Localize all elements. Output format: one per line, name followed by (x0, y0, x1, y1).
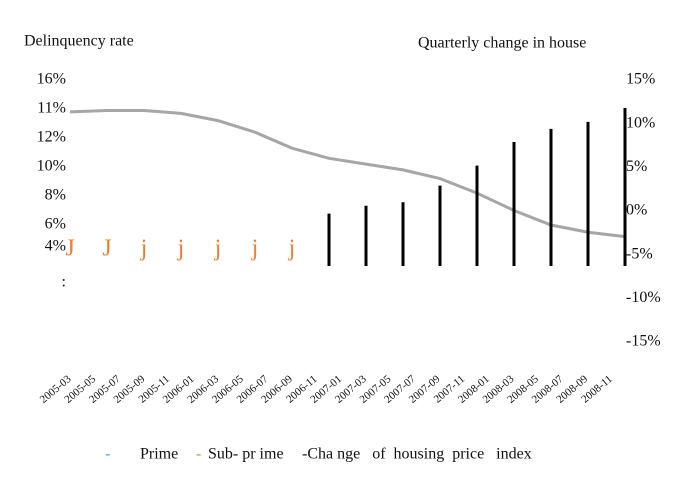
legend-marker: - (105, 446, 110, 463)
bar-glyph: J (102, 236, 111, 262)
bar-glyph: j (214, 236, 222, 262)
bar-glyph: j (177, 236, 185, 262)
legend-label: -Cha nge of housing price index (302, 446, 532, 463)
y-tick-label: 6% (45, 216, 66, 233)
bar-glyph: J (65, 236, 74, 262)
y2-axis-title: Quarterly change in house (418, 35, 586, 52)
y2-tick-label: 15% (626, 71, 655, 88)
bar-glyph: j (288, 236, 296, 262)
y2-tick-label: 10% (626, 114, 655, 131)
y2-tick-label: 0% (626, 202, 647, 219)
y-tick-label: : (62, 274, 66, 291)
line (69, 108, 626, 239)
y-axis-title: Delinquency rate (24, 33, 134, 50)
y2-tick-label: 5% (626, 158, 647, 175)
y2-tick-label: -10% (626, 289, 661, 306)
y-tick-label: 8% (45, 187, 66, 204)
y2-tick-label: -5% (626, 245, 653, 262)
bar-glyph: j (140, 236, 148, 262)
y-tick-label: 10% (37, 158, 66, 175)
y-tick-label: 16% (37, 71, 66, 88)
legend-marker: - (196, 446, 201, 463)
bar-glyph: j (251, 236, 259, 262)
y-tick-label: 11% (37, 100, 66, 117)
legend-label: Sub- pr ime (208, 446, 284, 463)
legend-label: Prime (140, 446, 178, 463)
y-tick-label: 4% (45, 237, 66, 254)
y-tick-label: 12% (37, 129, 66, 146)
y2-tick-label: -15% (626, 333, 661, 350)
